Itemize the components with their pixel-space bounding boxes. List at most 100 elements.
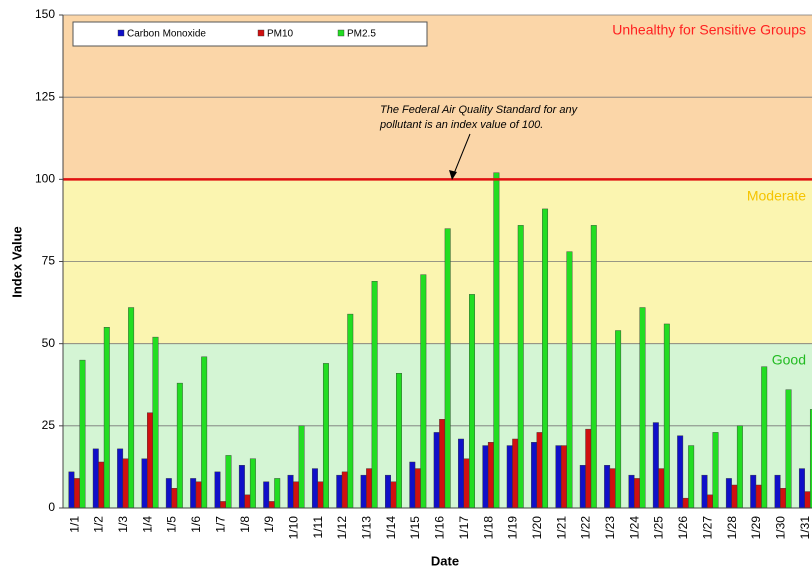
x-tick-label: 1/22 <box>579 516 593 540</box>
bar <box>360 474 367 509</box>
bar <box>336 474 343 509</box>
bar <box>628 474 635 509</box>
x-tick-label: 1/12 <box>335 516 349 540</box>
bar <box>347 313 354 509</box>
bar <box>214 471 221 509</box>
bar <box>517 225 524 509</box>
bar <box>366 468 373 509</box>
bar <box>68 471 75 509</box>
bar <box>220 501 226 509</box>
bar <box>780 488 787 509</box>
bar <box>469 294 475 509</box>
bar <box>73 478 80 509</box>
bar <box>147 412 153 509</box>
x-tick-label: 1/31 <box>798 516 812 540</box>
y-tick-label: 100 <box>35 172 55 186</box>
y-axis-label: Index Value <box>9 226 24 298</box>
bar <box>652 422 659 509</box>
bar <box>274 478 281 509</box>
bar <box>804 491 811 509</box>
bar <box>774 474 781 509</box>
bar <box>341 471 348 509</box>
x-tick-label: 1/20 <box>530 516 544 540</box>
arrow-head <box>449 170 457 180</box>
bar <box>128 307 135 509</box>
bar <box>688 445 695 509</box>
y-tick-label: 50 <box>42 336 56 350</box>
bar <box>750 474 757 509</box>
bar <box>512 438 519 509</box>
bar <box>287 474 294 509</box>
bar <box>785 389 792 509</box>
bar <box>317 481 324 509</box>
bar <box>311 468 318 509</box>
annotation: pollutant is an index value of 100. <box>379 119 543 131</box>
bar <box>590 225 597 509</box>
x-tick-label: 1/26 <box>676 516 690 540</box>
bar <box>268 501 275 509</box>
bar <box>682 497 689 509</box>
bar <box>725 478 732 509</box>
bar <box>579 465 586 509</box>
bar <box>249 458 256 509</box>
bar <box>542 208 549 509</box>
y-tick-label: 75 <box>42 254 56 268</box>
bar <box>663 323 670 509</box>
x-tick-label: 1/3 <box>116 516 130 533</box>
bar <box>409 461 416 509</box>
bar <box>195 481 202 509</box>
x-tick-label: 1/2 <box>92 516 106 533</box>
legend-label: PM2.5 <box>347 29 376 40</box>
x-tick-label: 1/15 <box>408 516 422 540</box>
bar <box>731 484 738 509</box>
y-tick-label: 25 <box>42 418 56 432</box>
bar <box>798 468 805 509</box>
bar <box>190 478 197 509</box>
legend-swatch <box>337 29 345 37</box>
legend-swatch <box>257 29 265 37</box>
x-tick-label: 1/13 <box>360 516 374 540</box>
legend-swatch <box>117 29 125 37</box>
x-tick-label: 1/8 <box>238 516 252 533</box>
x-tick-label: 1/9 <box>262 516 276 533</box>
bar <box>238 465 245 509</box>
bar <box>433 432 440 509</box>
bar <box>809 409 812 509</box>
x-tick-label: 1/17 <box>457 516 471 540</box>
bar <box>79 359 86 509</box>
bar <box>322 363 329 509</box>
bar <box>444 228 451 509</box>
bar <box>463 458 470 509</box>
x-tick-label: 1/24 <box>627 516 641 540</box>
bar <box>604 465 611 509</box>
annotation: The Federal Air Quality Standard for any <box>380 104 579 116</box>
bar <box>615 330 622 509</box>
x-tick-label: 1/25 <box>652 516 666 540</box>
bar <box>165 478 172 509</box>
bar <box>712 432 719 509</box>
x-tick-label: 1/1 <box>67 516 81 533</box>
bar <box>707 494 713 509</box>
bar <box>677 435 684 509</box>
bar <box>103 327 110 509</box>
x-tick-label: 1/14 <box>384 516 398 540</box>
bar <box>585 428 592 509</box>
bar <box>482 445 489 509</box>
bar <box>225 455 232 509</box>
bar <box>439 419 446 509</box>
bar <box>117 448 124 509</box>
bar <box>141 458 148 509</box>
x-tick-label: 1/30 <box>773 516 787 540</box>
bar <box>487 442 494 509</box>
bar <box>176 382 183 509</box>
bar <box>536 432 543 509</box>
bar <box>755 484 762 509</box>
x-tick-label: 1/18 <box>481 516 495 540</box>
x-tick-label: 1/7 <box>213 516 227 533</box>
bar <box>736 425 743 509</box>
zone-label: Unhealthy for Sensitive Groups <box>612 22 806 38</box>
x-tick-label: 1/4 <box>140 516 154 533</box>
bar <box>566 251 573 509</box>
zone-label: Moderate <box>747 188 806 204</box>
x-tick-label: 1/28 <box>725 516 739 540</box>
